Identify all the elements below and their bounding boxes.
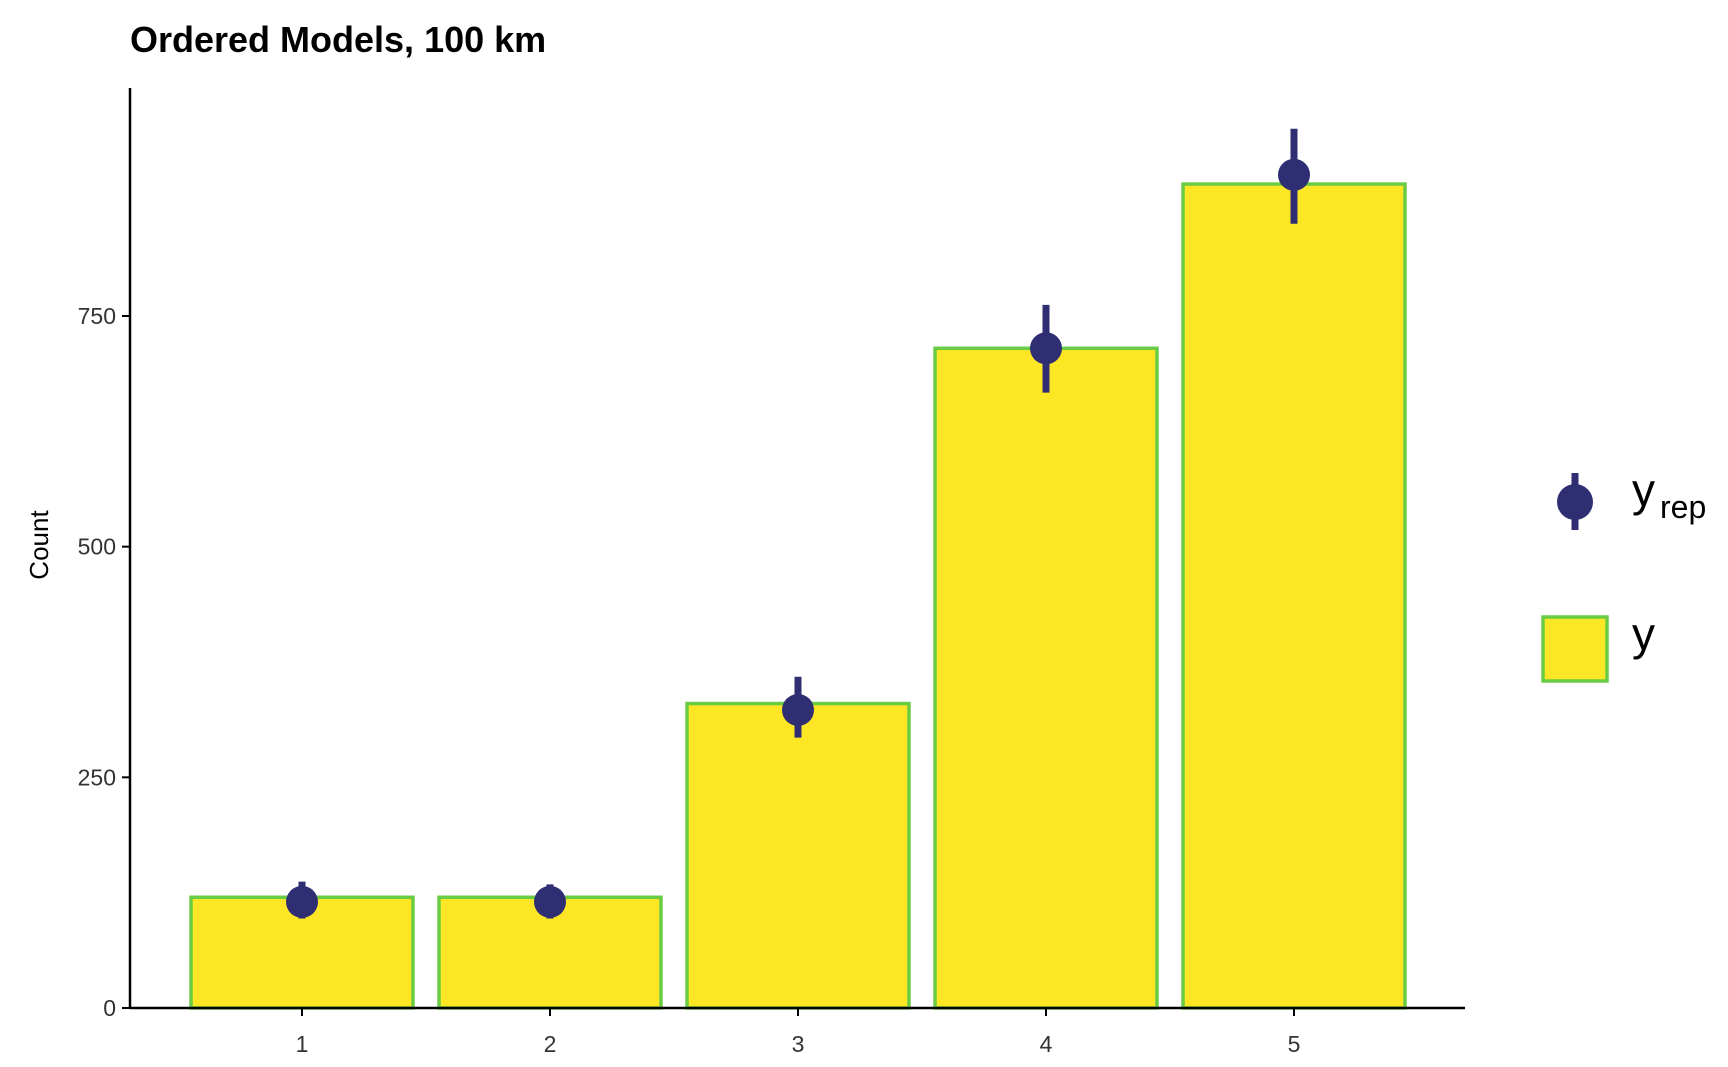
y-tick-label-0: 0 xyxy=(103,995,116,1021)
axes: 0 250 500 750 1 2 3 4 5 xyxy=(78,88,1465,1057)
x-tick-label-2: 2 xyxy=(544,1031,557,1057)
point-1 xyxy=(286,885,318,918)
legend-key-y xyxy=(1541,615,1609,683)
chart-title: Ordered Models, 100 km xyxy=(130,19,546,60)
y-axis-label: Count xyxy=(24,510,54,580)
x-tick-label-4: 4 xyxy=(1040,1031,1053,1057)
legend-label-yrep: y xyxy=(1632,464,1655,516)
bars-layer xyxy=(189,182,1407,1010)
x-tick-label-3: 3 xyxy=(792,1031,805,1057)
y-tick-label-500: 500 xyxy=(78,534,116,560)
legend-label-y: y xyxy=(1632,608,1655,660)
bar-5 xyxy=(1181,182,1407,1010)
bar-3 xyxy=(685,701,911,1010)
x-tick-label-1: 1 xyxy=(296,1031,309,1057)
points-layer xyxy=(286,128,1310,919)
point-5 xyxy=(1278,158,1310,191)
point-4 xyxy=(1030,332,1062,365)
point-2 xyxy=(534,885,566,918)
legend-key-yrep-point xyxy=(1557,484,1593,520)
legend-label-yrep-subscript: rep xyxy=(1660,489,1706,525)
point-3 xyxy=(782,693,814,726)
y-tick-label-750: 750 xyxy=(78,303,116,329)
x-tick-label-5: 5 xyxy=(1288,1031,1301,1057)
bar-4 xyxy=(933,346,1159,1010)
y-tick-label-250: 250 xyxy=(78,764,116,790)
